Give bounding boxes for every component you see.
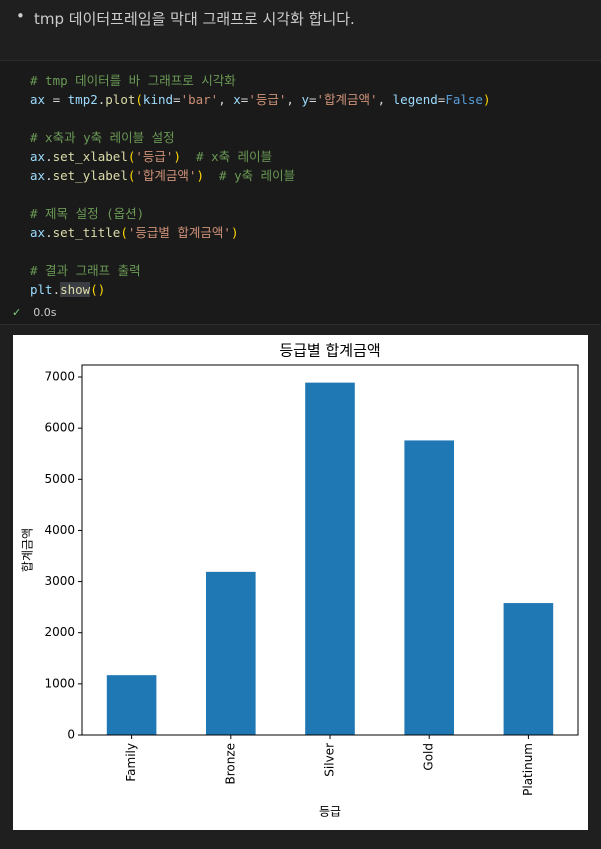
check-icon: ✓: [12, 306, 22, 319]
code-line: # x축과 y축 레이블 설정: [30, 128, 491, 147]
code-token: (: [135, 92, 143, 107]
y-axis-label: 합계금액: [21, 528, 35, 572]
code-token: ax: [30, 149, 46, 164]
bar: [404, 440, 454, 735]
code-token: plt: [30, 282, 53, 297]
code-line: plt.show(): [30, 280, 491, 299]
y-tick-label: 1000: [44, 676, 75, 690]
code-token: ax: [30, 225, 46, 240]
y-tick-label: 7000: [44, 370, 75, 384]
code-token: kind: [142, 92, 174, 107]
code-token: # x축 레이블: [180, 149, 273, 164]
chart-title: 등급별 합계금액: [279, 342, 380, 360]
x-tick-label: Family: [124, 743, 138, 782]
code-lines: # tmp 데이터를 바 그래프로 시각화 ax = tmp2.plot(kind…: [30, 71, 491, 299]
bar: [503, 603, 554, 735]
bar: [305, 382, 355, 735]
code-token: legend: [392, 92, 438, 107]
x-tick-label: Silver: [323, 743, 337, 777]
bar: [106, 675, 157, 735]
code-token: ,: [377, 92, 393, 107]
exec-time: 0.0s: [33, 306, 57, 319]
code-token: ,: [286, 92, 302, 107]
code-token: ,: [218, 92, 234, 107]
code-token: =: [308, 92, 317, 107]
code-line: # tmp 데이터를 바 그래프로 시각화: [30, 71, 491, 90]
code-token: ax: [30, 168, 46, 183]
bullet: •: [16, 7, 25, 25]
code-token: ax: [30, 92, 46, 107]
x-tick-label: Platinum: [521, 743, 535, 796]
code-token: set_ylabel: [52, 168, 128, 183]
x-tick-label: Bronze: [223, 743, 237, 785]
code-token: x: [233, 92, 241, 107]
code-token: set_xlabel: [52, 149, 128, 164]
code-token: False: [445, 92, 483, 107]
code-token: y: [301, 92, 309, 107]
code-token: '등급': [135, 149, 174, 164]
y-tick-label: 6000: [44, 421, 75, 435]
code-token: =: [437, 92, 446, 107]
code-line: # 제목 설정 (옵션): [30, 204, 491, 223]
chart: 등급별 합계금액 등급 합계금액 0 1000 2000 3000 4000 5000 60…: [13, 335, 588, 830]
code-line: ax.set_xlabel('등급') # x축 레이블: [30, 147, 491, 166]
code-token: '합계금액': [135, 168, 197, 183]
y-tick-label: 5000: [44, 472, 75, 486]
code-token: (: [127, 168, 136, 183]
code-token: '합계금액': [316, 92, 378, 107]
y-tick-label: 0: [67, 728, 75, 742]
code-token: # x축과 y축 레이블 설정: [30, 130, 175, 145]
code-token: ): [482, 92, 491, 107]
code-token: '등급별 합계금액': [127, 225, 231, 240]
code-token: =: [45, 92, 68, 107]
code-token: .: [52, 282, 61, 297]
code-token: # y축 레이블: [203, 168, 296, 183]
code-token: =: [173, 92, 181, 107]
code-token: (: [120, 225, 128, 240]
code-token: plot: [105, 92, 136, 107]
code-token: .: [45, 225, 53, 240]
code-token: '등급': [248, 92, 287, 107]
bar: [206, 571, 256, 735]
y-tick-label: 4000: [44, 523, 75, 537]
code-line: # 결과 그래프 출력: [30, 261, 491, 280]
code-token: ): [230, 225, 239, 240]
axes-frame: [81, 364, 579, 736]
code-cell[interactable]: # tmp 데이터를 바 그래프로 시각화 ax = tmp2.plot(kind…: [0, 61, 601, 325]
code-line: ax.set_ylabel('합계금액') # y축 레이블: [30, 166, 491, 185]
code-token: =: [240, 92, 249, 107]
code-token: .: [97, 92, 106, 107]
code-token: .: [45, 149, 53, 164]
y-tick-label: 2000: [44, 625, 75, 639]
exec-status: ✓ 0.0s: [12, 306, 56, 319]
code-token: show: [60, 282, 91, 297]
code-token: # 결과 그래프 출력: [30, 263, 141, 278]
code-token: .: [45, 168, 53, 183]
code-line: [30, 242, 491, 261]
code-token: tmp2: [67, 92, 98, 107]
code-line: ax = tmp2.plot(kind='bar', x='등급', y='합계…: [30, 90, 491, 109]
code-line: [30, 109, 491, 128]
y-tick-label: 3000: [44, 574, 75, 588]
code-token: (: [127, 149, 136, 164]
code-token: 'bar': [180, 92, 219, 107]
x-tick-label: Gold: [422, 743, 436, 771]
x-axis-label: 등급: [319, 805, 341, 819]
code-token: ): [173, 149, 181, 164]
markdown-text: tmp 데이터프레임을 막대 그래프로 시각화 합니다.: [34, 10, 355, 28]
code-token: # 제목 설정 (옵션): [30, 206, 145, 221]
markdown-cell: • tmp 데이터프레임을 막대 그래프로 시각화 합니다.: [0, 0, 601, 61]
code-token: (): [90, 282, 106, 297]
code-token: set_title: [52, 225, 121, 240]
code-token: ): [196, 168, 204, 183]
code-line: [30, 185, 491, 204]
code-line: ax.set_title('등급별 합계금액'): [30, 223, 491, 242]
code-token: # tmp 데이터를 바 그래프로 시각화: [30, 73, 236, 88]
